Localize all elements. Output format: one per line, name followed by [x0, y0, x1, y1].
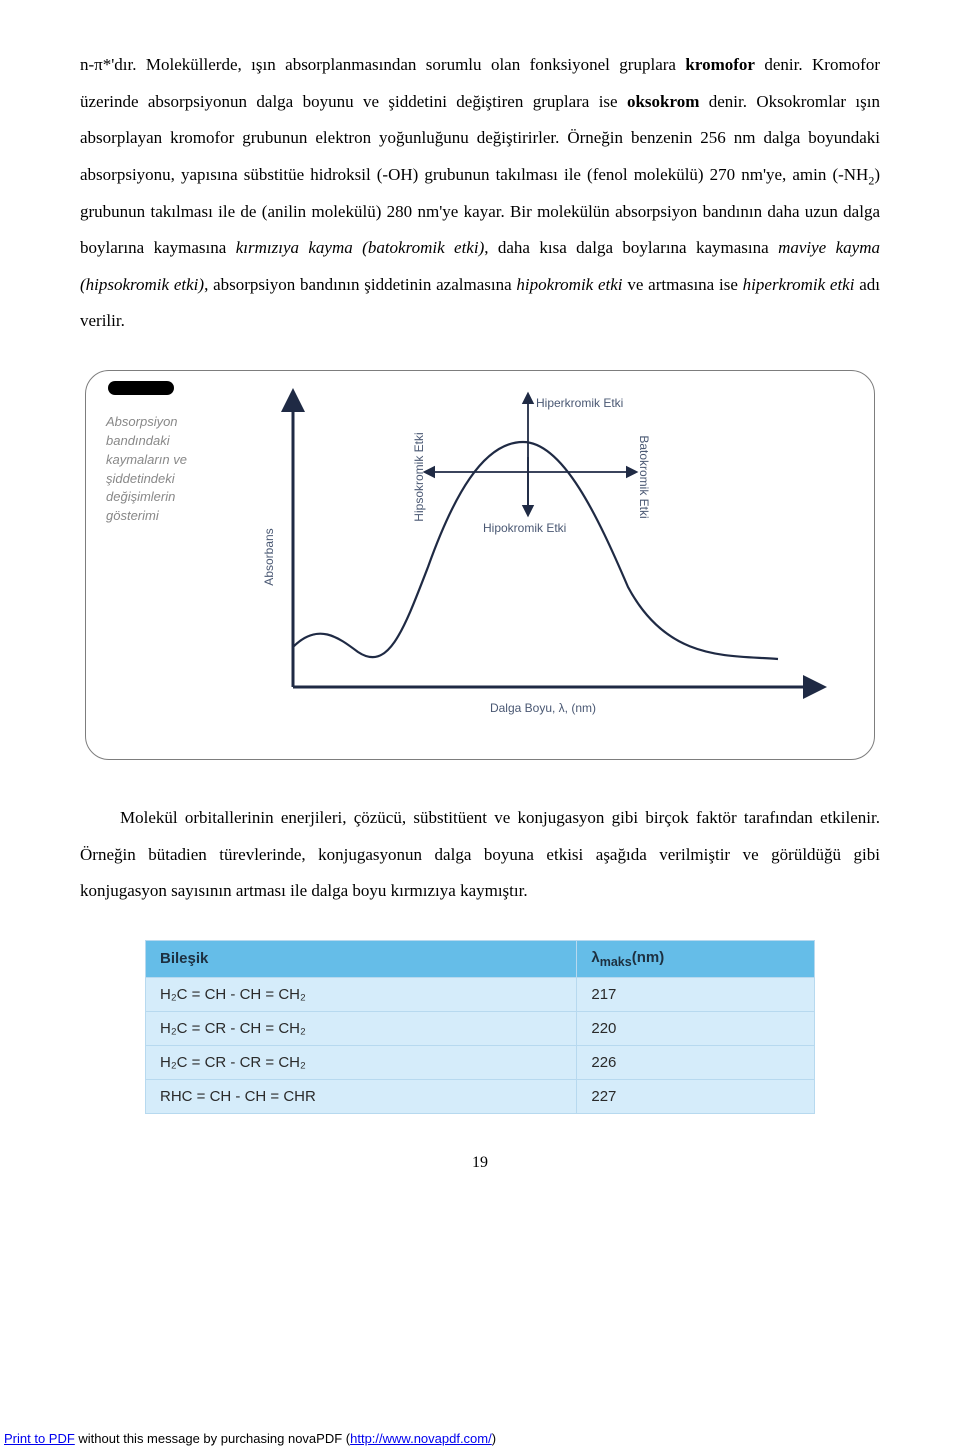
td-value: 226 [577, 1045, 815, 1079]
p1-b1: kromofor [685, 55, 755, 74]
chart: Hiperkromik Etki Hipokromik Etki Hipsokr… [258, 387, 854, 737]
label-left: Hipsokromik Etki [412, 432, 426, 521]
footer-t1: without this message by purchasing novaP… [75, 1431, 350, 1446]
p1-t1: n-π*'dır. Moleküllerde, ışın absorplanma… [80, 55, 685, 74]
label-right: Batokromik Etki [637, 435, 651, 518]
caption-l2: bandındaki [106, 432, 246, 451]
label-down: Hipokromik Etki [483, 521, 566, 535]
td-value: 217 [577, 977, 815, 1011]
caption-l5: değişimlerin [106, 488, 246, 507]
p1-i1: kırmızıya kayma (batokromik etki) [236, 238, 485, 257]
th-lambda-sym: λ [591, 949, 599, 966]
p1-t7: ve artmasına ise [623, 275, 743, 294]
page: n-π*'dır. Moleküllerde, ışın absorplanma… [0, 0, 960, 1454]
td-value: 220 [577, 1011, 815, 1045]
footer-link-print[interactable]: Print to PDF [4, 1431, 75, 1446]
footer-link-url[interactable]: http://www.novapdf.com/ [350, 1431, 492, 1446]
label-up: Hiperkromik Etki [536, 396, 623, 410]
table-header-row: Bileşik λmaks(nm) [146, 940, 815, 977]
table-row: H₂C = CR - CR = CH₂ 226 [146, 1045, 815, 1079]
td-compound: RHC = CH - CH = CHR [146, 1079, 577, 1113]
figure-inner: Absorpsiyon bandındaki kaymaların ve şid… [106, 387, 854, 737]
table-row: H₂C = CH - CH = CH₂ 217 [146, 977, 815, 1011]
figure-caption: Absorpsiyon bandındaki kaymaların ve şid… [106, 387, 246, 737]
p1-t6: , absorpsiyon bandının şiddetinin azalma… [204, 275, 516, 294]
x-axis-label: Dalga Boyu, λ, (nm) [490, 701, 596, 715]
paragraph-2: Molekül orbitallerinin enerjileri, çözüc… [80, 800, 880, 910]
td-compound: H₂C = CR - CH = CH₂ [146, 1011, 577, 1045]
y-axis-label: Absorbans [262, 528, 276, 585]
figure-card: Absorpsiyon bandındaki kaymaların ve şid… [85, 370, 875, 760]
footer: Print to PDF without this message by pur… [4, 1431, 496, 1446]
page-number: 19 [80, 1154, 880, 1172]
curve [293, 442, 778, 659]
p1-i3: hipokromik etki [516, 275, 622, 294]
td-compound: H₂C = CR - CR = CH₂ [146, 1045, 577, 1079]
th-compound: Bileşik [146, 940, 577, 977]
paragraph-1: n-π*'dır. Moleküllerde, ışın absorplanma… [80, 47, 880, 340]
p2-text: Molekül orbitallerinin enerjileri, çözüc… [80, 808, 880, 900]
table-body: H₂C = CH - CH = CH₂ 217 H₂C = CR - CH = … [146, 977, 815, 1113]
th-lambda-sub: maks [600, 955, 632, 969]
th-lambda-after: (nm) [632, 949, 665, 966]
caption-l4: şiddetindeki [106, 470, 246, 489]
table-row: H₂C = CR - CH = CH₂ 220 [146, 1011, 815, 1045]
th-lambda: λmaks(nm) [577, 940, 815, 977]
compound-table: Bileşik λmaks(nm) H₂C = CH - CH = CH₂ 21… [145, 940, 815, 1114]
p1-i4: hiperkromik etki [743, 275, 855, 294]
p1-t5: , daha kısa dalga boylarına kaymasına [484, 238, 778, 257]
chart-svg: Hiperkromik Etki Hipokromik Etki Hipsokr… [258, 387, 848, 737]
table-row: RHC = CH - CH = CHR 227 [146, 1079, 815, 1113]
figure-blob [108, 381, 174, 395]
p1-b2: oksokrom [627, 92, 699, 111]
caption-l6: gösterimi [106, 507, 246, 526]
footer-t2: ) [492, 1431, 496, 1446]
caption-l3: kaymaların ve [106, 451, 246, 470]
td-value: 227 [577, 1079, 815, 1113]
caption-l1: Absorpsiyon [106, 413, 246, 432]
td-compound: H₂C = CH - CH = CH₂ [146, 977, 577, 1011]
